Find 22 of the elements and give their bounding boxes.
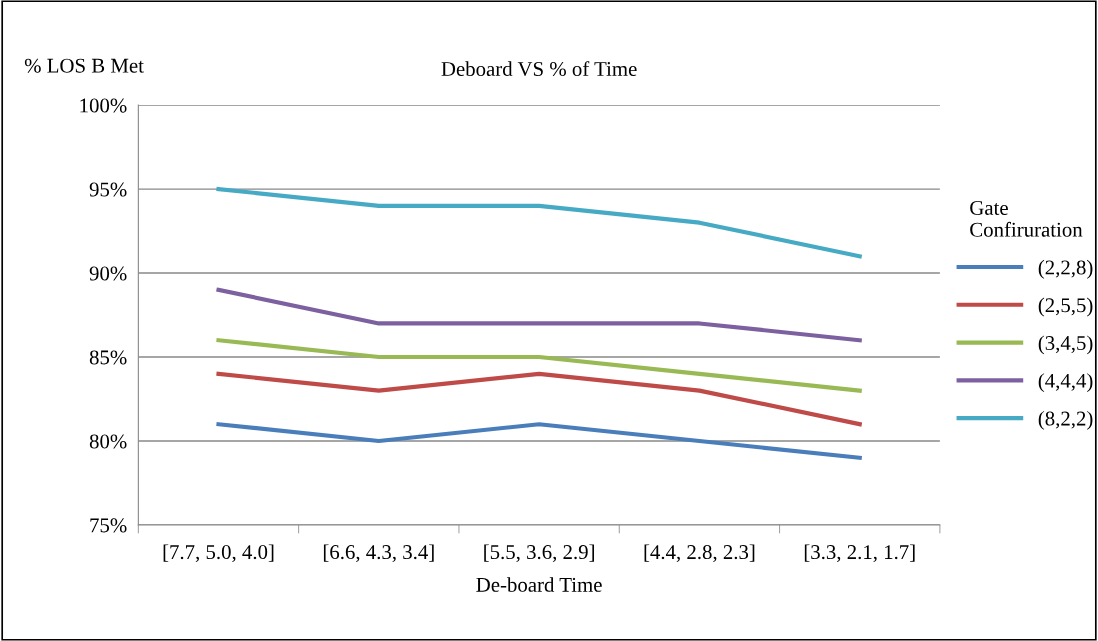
legend-label: (2,2,8)	[1038, 259, 1093, 279]
y-tick-label: 95%	[89, 182, 127, 197]
legend-label: (3,4,5)	[1038, 335, 1093, 355]
legend-label: (2,5,5)	[1038, 297, 1093, 317]
chart-title: Deboard VS % of Time	[441, 61, 637, 77]
x-axis-title: De-board Time	[476, 577, 602, 592]
y-tick-label: 80%	[89, 434, 127, 449]
y-tick-label: 75%	[90, 518, 127, 533]
y-tick-label: 90%	[89, 266, 127, 281]
x-tick-label: [4.4, 2.8, 2.3]	[644, 544, 755, 563]
x-tick-label: [3.3, 2.1, 1.7]	[804, 544, 915, 563]
line-series	[216, 187, 862, 259]
x-tick-label: [7.7, 5.0, 4.0]	[163, 544, 274, 563]
y-tick-label: 85%	[89, 350, 127, 365]
legend-label: (8,2,2)	[1038, 410, 1093, 430]
legend-label: (4,4,4)	[1038, 373, 1093, 393]
line-series	[216, 338, 862, 393]
x-tick-label: [5.5, 3.6, 2.9]	[484, 544, 594, 563]
y-axis-title: % LOS B Met	[24, 58, 144, 73]
legend-title: Gate Confiruration	[970, 200, 1083, 237]
y-tick-label: 100%	[80, 98, 127, 113]
x-tick-label: [6.6, 4.3, 3.4]	[323, 544, 434, 563]
